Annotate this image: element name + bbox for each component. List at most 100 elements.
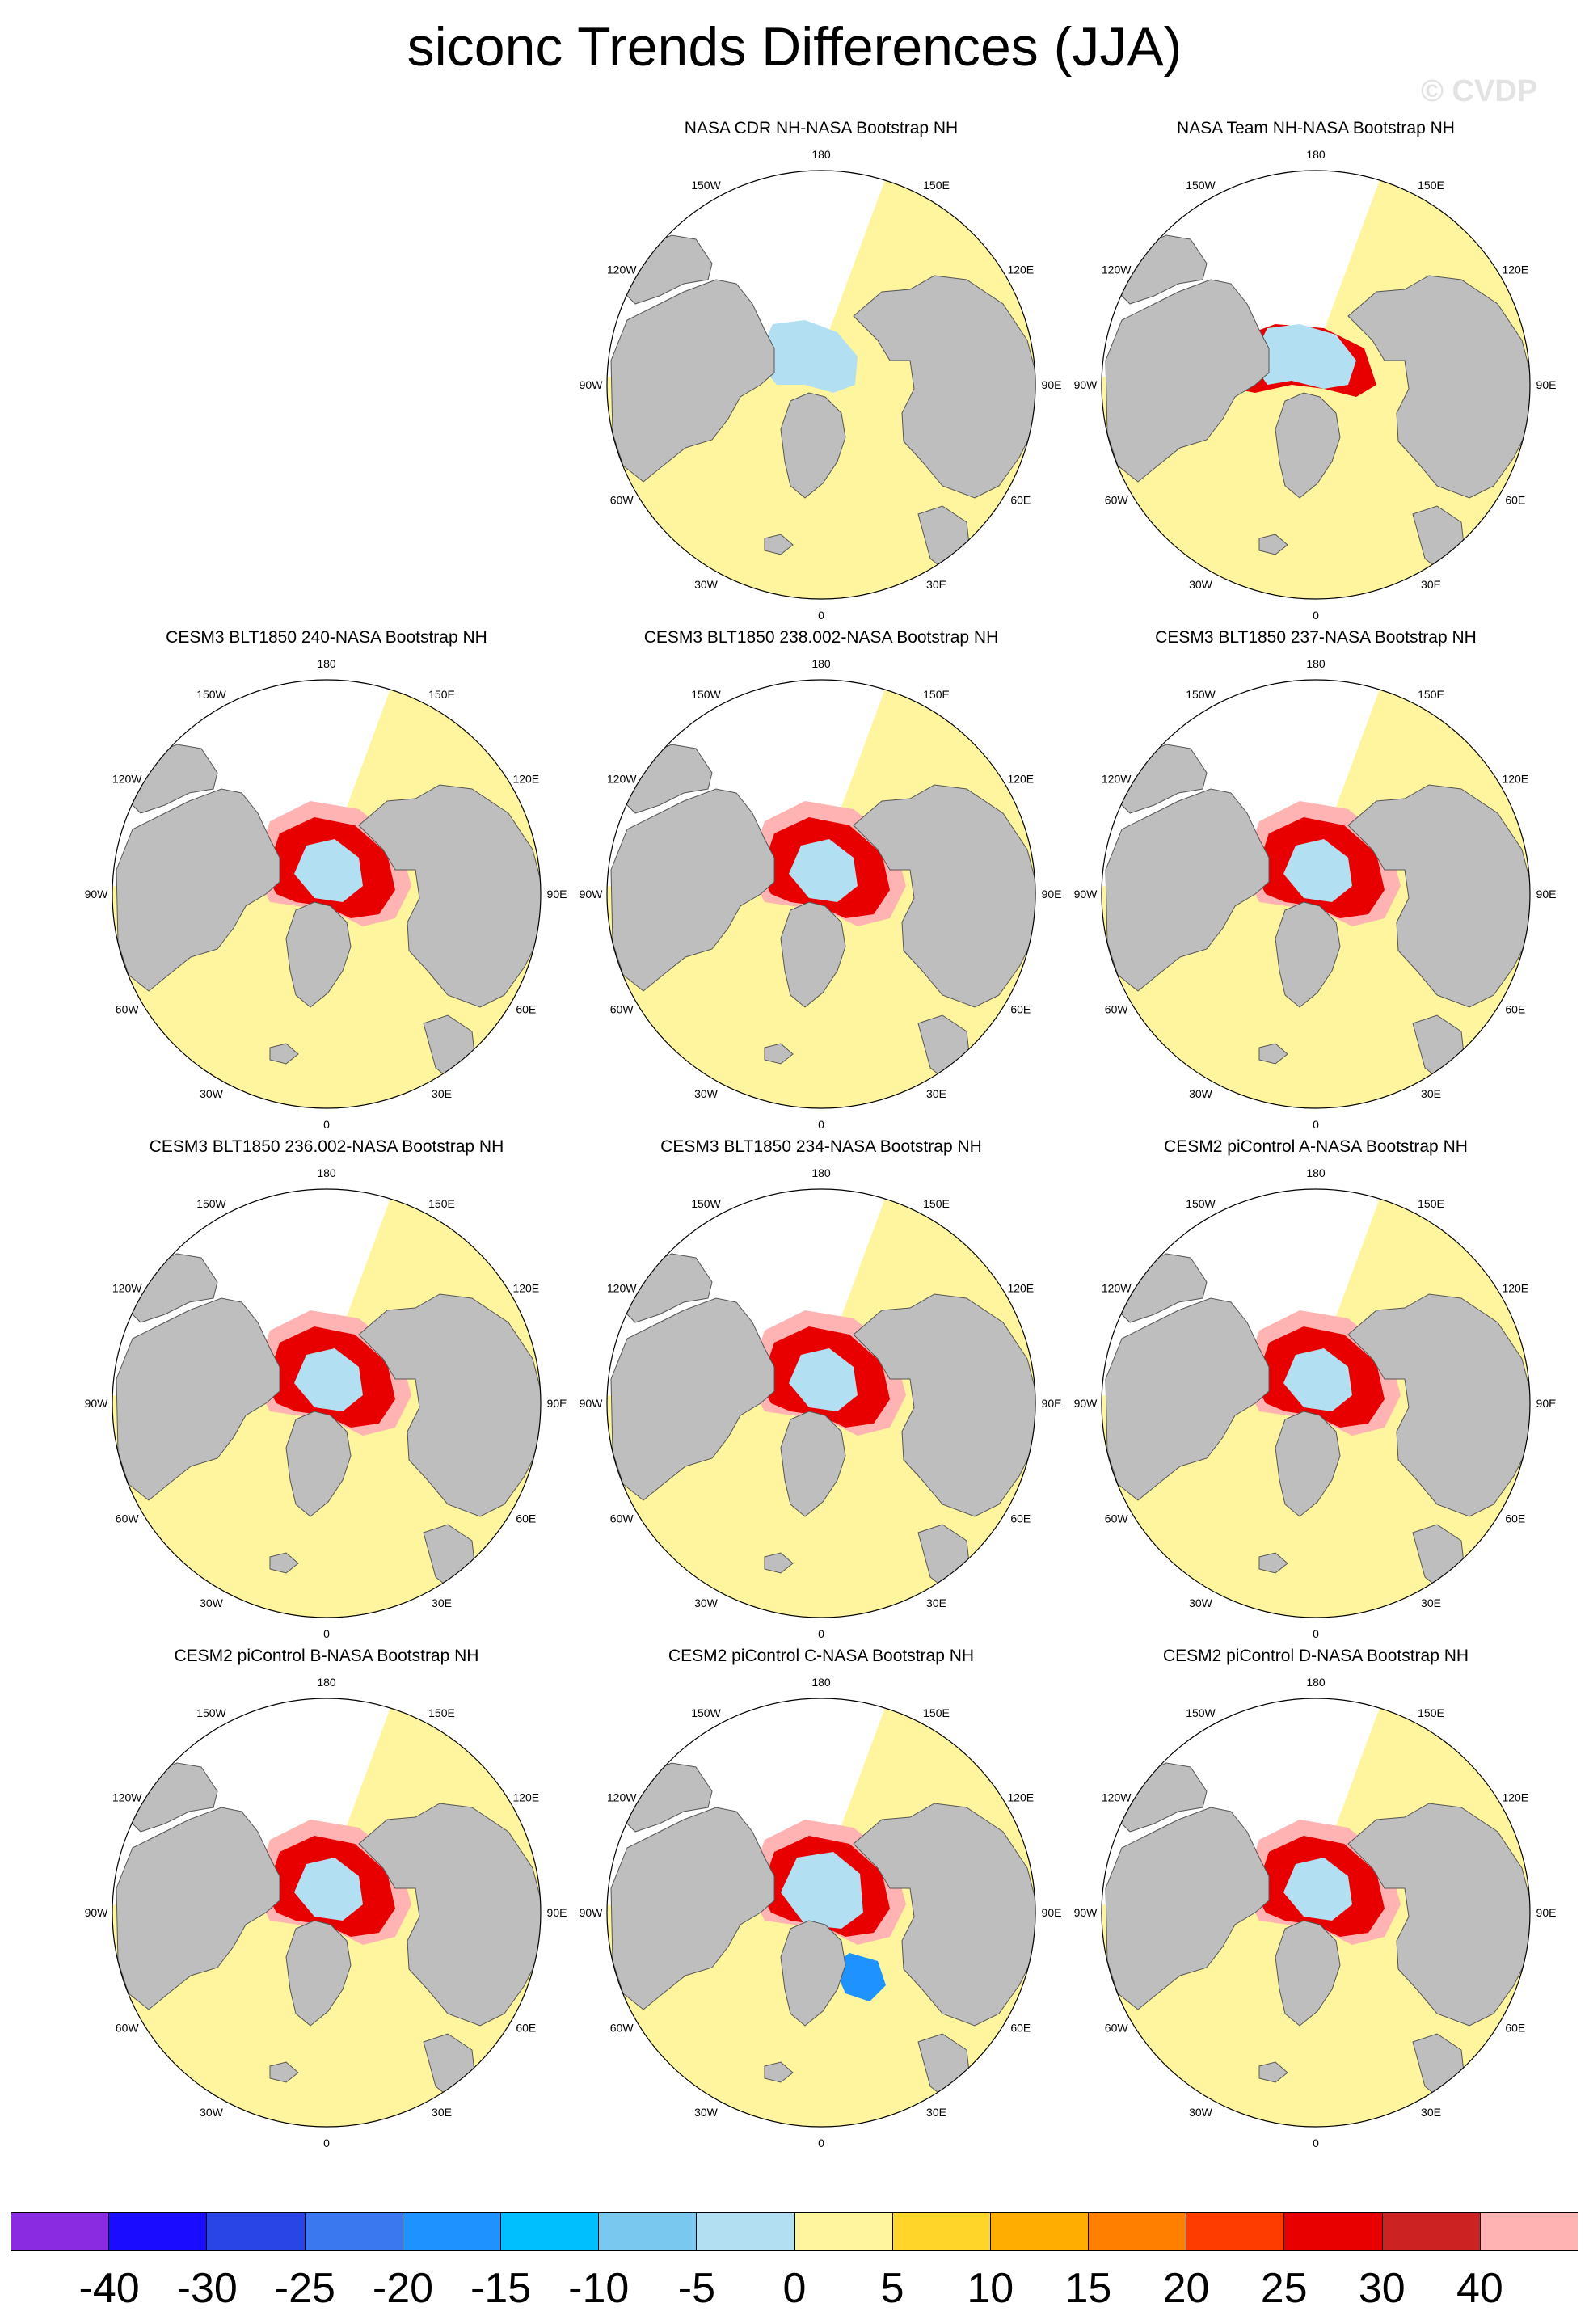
polar-stereographic-map: 180 150E 120E 90E 60E 30E 0 30W 60W 90W 120W 150W [1074, 1676, 1557, 2149]
land-iceland [269, 2061, 299, 2083]
longitude-label: 120E [512, 773, 539, 786]
land-iceland [764, 2061, 794, 2083]
longitude-label: 60W [1105, 1512, 1129, 1525]
longitude-label: 0 [1313, 1627, 1319, 1640]
longitude-label: 60E [1505, 1512, 1525, 1525]
longitude-label: 0 [323, 1627, 330, 1640]
panel-title: CESM2 piControl D-NASA Bootstrap NH [1162, 1647, 1469, 1665]
longitude-label: 150W [1186, 1197, 1216, 1210]
land-eurasia [853, 275, 1035, 499]
colorbar-tick-label: 25 [1260, 2265, 1308, 2312]
colorbar-swatch [11, 2213, 109, 2250]
land-eurasia [1347, 1803, 1530, 2027]
longitude-label: 90E [547, 1397, 567, 1410]
longitude-label: 90W [1074, 888, 1098, 900]
longitude-label: 30W [1189, 2106, 1213, 2119]
longitude-label: 90W [85, 1906, 109, 1919]
longitude-label: 150W [691, 1197, 721, 1210]
panel-title: CESM3 BLT1850 234-NASA Bootstrap NH [660, 1137, 982, 1156]
longitude-label: 90E [1536, 1397, 1557, 1410]
colorbar-tick-label: -15 [470, 2265, 532, 2312]
trend-diff-negative-region [1283, 1348, 1352, 1411]
longitude-label: 60W [610, 494, 634, 507]
land-northAmerica [116, 1297, 280, 1501]
colorbar-swatch [108, 2213, 207, 2250]
longitude-label: 30E [432, 2106, 452, 2119]
land-northAmerica [116, 1807, 280, 2010]
land-greenland [780, 901, 846, 1008]
longitude-label: 30W [694, 1596, 719, 1609]
longitude-label: 90E [1536, 888, 1557, 900]
longitude-label: 60E [1505, 1003, 1525, 1016]
longitude-label: 90E [1536, 378, 1557, 391]
colorbar-swatch [304, 2213, 403, 2250]
map-boundary [606, 679, 1036, 1109]
longitude-label: 150E [428, 1706, 455, 1719]
longitude-label: 180 [317, 657, 336, 670]
map-boundary [606, 1698, 1036, 2128]
map-panel: CESM3 BLT1850 238.002-NASA Bootstrap NH 1… [563, 627, 1080, 1145]
longitude-label: 180 [811, 148, 831, 161]
colorbar-tick-label: -10 [568, 2265, 630, 2312]
panel-title: CESM3 BLT1850 238.002-NASA Bootstrap NH [643, 628, 999, 647]
longitude-label: 120W [112, 1791, 142, 1804]
longitude-label: 90E [1042, 1906, 1062, 1919]
longitude-label: 30W [1189, 1087, 1213, 1100]
trend-diff-negative-region [1283, 1858, 1352, 1921]
longitude-label: 150W [691, 179, 721, 192]
trend-diff-negative-region [1251, 324, 1356, 389]
longitude-label: 30W [694, 578, 719, 591]
longitude-label: 30E [1421, 578, 1441, 591]
longitude-label: 60W [1105, 2022, 1129, 2035]
longitude-label: 60E [1010, 494, 1031, 507]
longitude-label: 180 [811, 1676, 831, 1689]
land-northAmerica [610, 788, 775, 992]
land-greenland [780, 1920, 846, 2027]
longitude-label: 150W [1186, 688, 1216, 701]
longitude-label: 30W [694, 2106, 719, 2119]
longitude-label: 120E [1007, 773, 1034, 786]
longitude-label: 150W [691, 688, 721, 701]
land-eurasia [358, 1803, 541, 2027]
longitude-label: 150W [1186, 1706, 1216, 1719]
longitude-label: 90W [580, 888, 604, 900]
longitude-label: 30E [432, 1087, 452, 1100]
land-greenland [780, 392, 846, 499]
longitude-label: 120W [1102, 1282, 1132, 1295]
map-panel: NASA CDR NH-NASA Bootstrap NH 180 150E 120E… [563, 118, 1080, 635]
longitude-label: 120W [607, 1282, 637, 1295]
longitude-label: 120E [512, 1282, 539, 1295]
longitude-label: 180 [811, 1166, 831, 1179]
longitude-label: 60W [1105, 1003, 1129, 1016]
longitude-label: 60W [610, 1512, 634, 1525]
colorbar-tick-label: -5 [677, 2265, 715, 2312]
longitude-label: 0 [323, 1118, 330, 1131]
longitude-label: 90E [547, 1906, 567, 1919]
longitude-label: 120W [607, 264, 637, 276]
longitude-label: 120E [1007, 1791, 1034, 1804]
polar-stereographic-map: 180 150E 120E 90E 60E 30E 0 30W 60W 90W 120W 150W [580, 1166, 1062, 1640]
colorbar-tick-label: 10 [967, 2265, 1014, 2312]
longitude-label: 150W [1186, 179, 1216, 192]
longitude-label: 120W [607, 773, 637, 786]
longitude-label: 30E [926, 1596, 946, 1609]
land-eurasia [853, 1803, 1035, 2027]
map-panel: CESM3 BLT1850 237-NASA Bootstrap NH 180 15… [1057, 627, 1574, 1145]
longitude-label: 150W [196, 688, 226, 701]
longitude-label: 180 [1306, 657, 1326, 670]
colorbar-swatch [891, 2213, 990, 2250]
map-boundary [1101, 1188, 1531, 1618]
polar-stereographic-map: 180 150E 120E 90E 60E 30E 0 30W 60W 90W 120W 150W [1074, 1166, 1557, 1640]
trend-diff-negative-region [781, 1852, 863, 1929]
longitude-label: 90W [580, 1906, 604, 1919]
land-northAmerica [610, 1297, 775, 1501]
panel-title: CESM3 BLT1850 236.002-NASA Bootstrap NH [149, 1137, 504, 1156]
land-iceland [1258, 2061, 1288, 2083]
colorbar-swatch [794, 2213, 892, 2250]
map-boundary [606, 1188, 1036, 1618]
longitude-label: 0 [1313, 1118, 1319, 1131]
colorbar-tick-label: -40 [78, 2265, 140, 2312]
land-northAmerica [116, 788, 280, 992]
longitude-label: 150E [923, 1197, 950, 1210]
longitude-label: 30E [926, 2106, 946, 2119]
